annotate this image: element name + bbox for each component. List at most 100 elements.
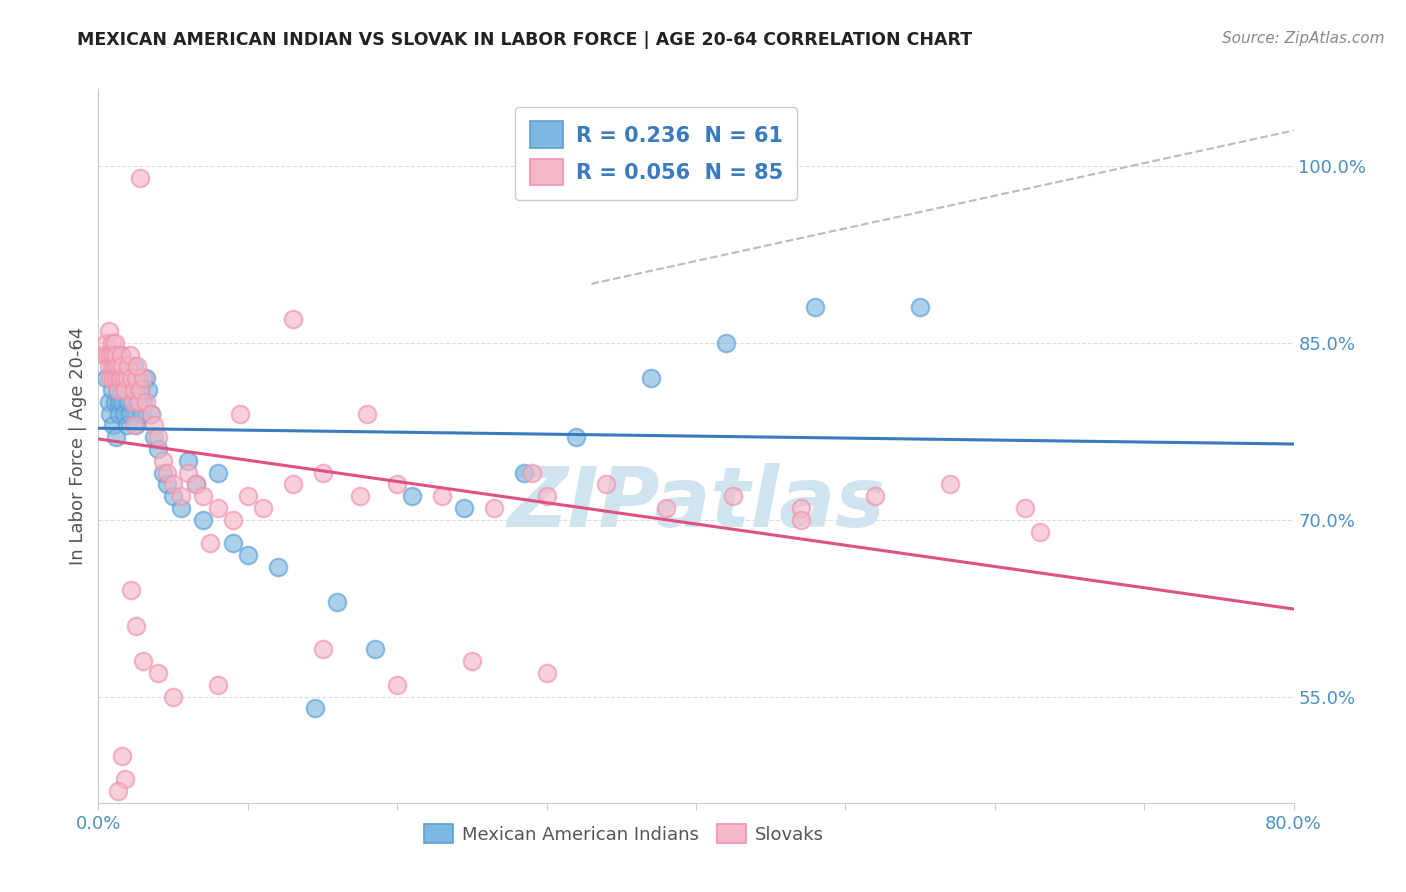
Point bbox=[229, 407, 252, 421]
Point bbox=[110, 371, 132, 385]
Point bbox=[162, 477, 184, 491]
Point bbox=[124, 418, 146, 433]
Point bbox=[655, 500, 678, 515]
Point bbox=[120, 583, 142, 598]
Point bbox=[789, 500, 811, 515]
Point bbox=[103, 359, 125, 374]
Text: MEXICAN AMERICAN INDIAN VS SLOVAK IN LABOR FORCE | AGE 20-64 CORRELATION CHART: MEXICAN AMERICAN INDIAN VS SLOVAK IN LAB… bbox=[77, 31, 973, 49]
Point bbox=[117, 359, 139, 374]
Point bbox=[789, 513, 811, 527]
Point bbox=[121, 371, 143, 385]
Point bbox=[107, 383, 129, 397]
Point bbox=[169, 500, 191, 515]
Point bbox=[207, 466, 229, 480]
Point bbox=[108, 394, 131, 409]
Point bbox=[236, 489, 259, 503]
Point bbox=[640, 371, 662, 385]
Point bbox=[252, 500, 274, 515]
Point bbox=[142, 430, 165, 444]
Point bbox=[101, 335, 124, 350]
Legend: Mexican American Indians, Slovaks: Mexican American Indians, Slovaks bbox=[418, 817, 831, 851]
Point bbox=[356, 407, 378, 421]
Point bbox=[311, 466, 333, 480]
Point bbox=[267, 560, 290, 574]
Point bbox=[162, 690, 184, 704]
Point bbox=[107, 359, 129, 374]
Point bbox=[98, 407, 122, 421]
Point bbox=[121, 394, 143, 409]
Point bbox=[135, 394, 157, 409]
Point bbox=[118, 348, 141, 362]
Point bbox=[104, 348, 127, 362]
Point bbox=[136, 383, 159, 397]
Point bbox=[129, 170, 152, 185]
Point bbox=[207, 678, 229, 692]
Point bbox=[908, 301, 931, 315]
Point bbox=[281, 312, 304, 326]
Y-axis label: In Labor Force | Age 20-64: In Labor Force | Age 20-64 bbox=[69, 326, 87, 566]
Point bbox=[101, 359, 124, 374]
Point bbox=[152, 466, 174, 480]
Point bbox=[129, 383, 152, 397]
Point bbox=[107, 359, 129, 374]
Point bbox=[714, 335, 737, 350]
Point bbox=[129, 383, 152, 397]
Point bbox=[115, 418, 138, 433]
Point bbox=[207, 500, 229, 515]
Point bbox=[939, 477, 962, 491]
Point bbox=[132, 654, 155, 668]
Point bbox=[148, 430, 170, 444]
Point bbox=[131, 407, 153, 421]
Point bbox=[93, 348, 115, 362]
Point bbox=[132, 394, 155, 409]
Point bbox=[117, 394, 139, 409]
Point bbox=[127, 359, 149, 374]
Point bbox=[107, 383, 129, 397]
Point bbox=[865, 489, 887, 503]
Point bbox=[120, 371, 142, 385]
Point bbox=[97, 394, 120, 409]
Point bbox=[222, 536, 245, 550]
Point bbox=[114, 383, 136, 397]
Point bbox=[105, 371, 128, 385]
Point bbox=[148, 666, 170, 681]
Point bbox=[112, 371, 135, 385]
Point bbox=[103, 348, 125, 362]
Point bbox=[536, 489, 558, 503]
Point bbox=[94, 335, 117, 350]
Point bbox=[112, 407, 135, 421]
Point bbox=[103, 418, 125, 433]
Point bbox=[723, 489, 745, 503]
Point bbox=[1014, 500, 1036, 515]
Point bbox=[184, 477, 207, 491]
Point bbox=[97, 324, 120, 338]
Point bbox=[565, 430, 588, 444]
Point bbox=[385, 678, 409, 692]
Point bbox=[177, 454, 200, 468]
Point bbox=[281, 477, 304, 491]
Point bbox=[156, 466, 179, 480]
Point bbox=[311, 642, 333, 657]
Point bbox=[125, 418, 148, 433]
Point bbox=[125, 371, 148, 385]
Point bbox=[111, 394, 134, 409]
Point bbox=[112, 371, 135, 385]
Point bbox=[513, 466, 536, 480]
Point bbox=[236, 548, 259, 562]
Point bbox=[98, 348, 122, 362]
Point bbox=[110, 348, 132, 362]
Point bbox=[94, 371, 117, 385]
Point bbox=[101, 383, 124, 397]
Point bbox=[105, 430, 128, 444]
Point bbox=[453, 500, 475, 515]
Point bbox=[326, 595, 349, 609]
Point bbox=[98, 371, 122, 385]
Point bbox=[148, 442, 170, 456]
Point bbox=[595, 477, 617, 491]
Point bbox=[132, 371, 155, 385]
Point bbox=[118, 407, 141, 421]
Point bbox=[162, 489, 184, 503]
Point bbox=[110, 348, 132, 362]
Point bbox=[364, 642, 387, 657]
Point bbox=[120, 383, 142, 397]
